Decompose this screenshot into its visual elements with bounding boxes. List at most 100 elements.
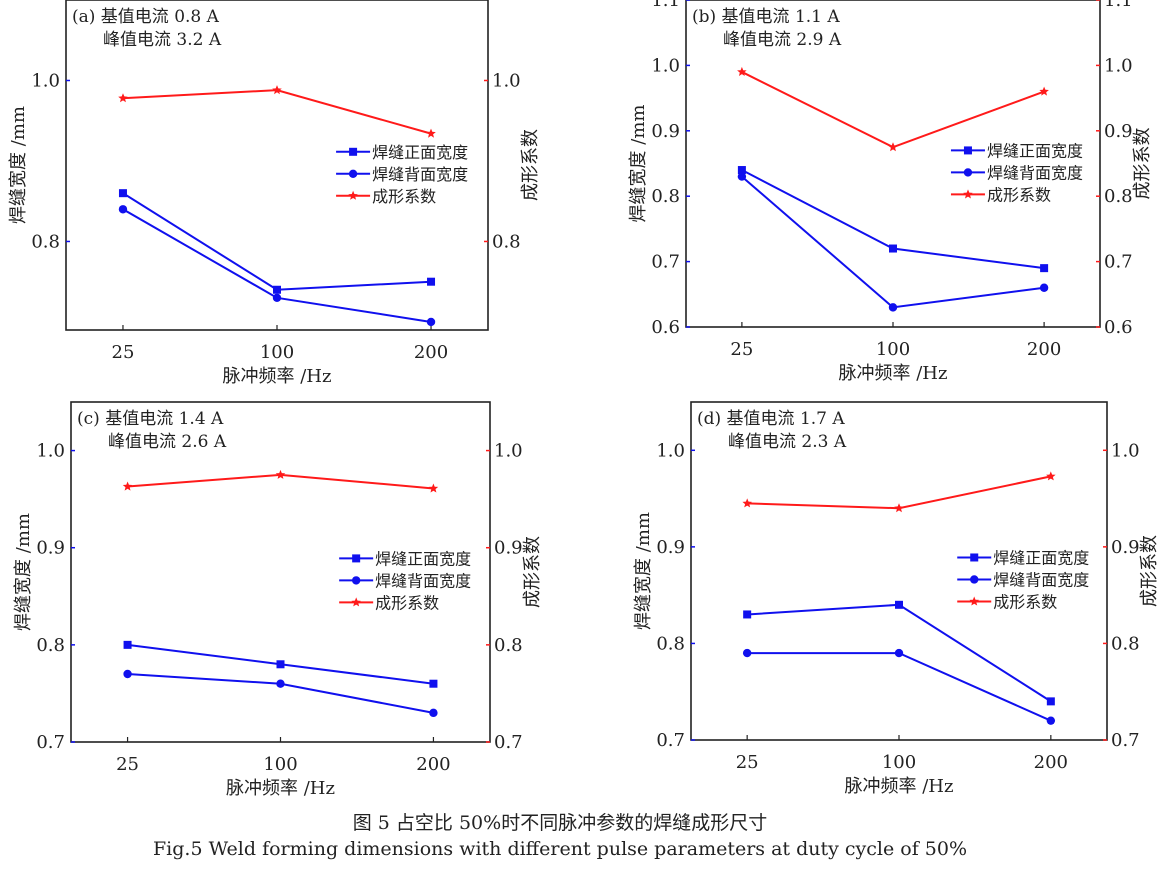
- y2-axis-label: 成形系数: [1139, 535, 1160, 607]
- y-tick-label: 1.0: [651, 55, 680, 76]
- y2-axis-label: 成形系数: [520, 129, 541, 201]
- legend-entry: 焊缝背面宽度: [993, 570, 1089, 589]
- x-tick-label: 25: [730, 339, 753, 360]
- x-tick-label: 100: [260, 342, 294, 363]
- legend-entry: 成形系数: [987, 185, 1051, 204]
- series-line: [122, 192, 432, 291]
- y2-tick-label: 1.0: [492, 70, 521, 91]
- marker-square: [273, 285, 281, 294]
- x-tick-label: 200: [1027, 339, 1061, 360]
- marker-square: [1040, 264, 1049, 273]
- legend-entry: 焊缝正面宽度: [987, 141, 1083, 160]
- marker-star: [894, 503, 904, 513]
- marker-star: [122, 481, 133, 491]
- y-axis-label: 焊缝宽度 /mm: [633, 512, 654, 630]
- y2-tick-label: 0.9: [1111, 537, 1140, 558]
- panel-label: (d) 基值电流 1.7 A: [697, 409, 845, 429]
- caption-zh: 图 5 占空比 50%时不同脉冲参数的焊缝成形尺寸: [352, 812, 768, 834]
- x-tick-label: 100: [876, 339, 910, 360]
- series-line: [122, 89, 432, 135]
- marker-star: [428, 483, 439, 493]
- y2-tick-label: 1.0: [1104, 55, 1133, 76]
- panel-annotation: 峰值电流 2.9 A: [723, 30, 842, 50]
- panel-label: (c) 基值电流 1.4 A: [77, 409, 224, 429]
- marker-square: [889, 244, 897, 253]
- y2-tick-label: 0.9: [494, 538, 523, 559]
- x-tick-label: 200: [1034, 752, 1068, 773]
- marker-star: [963, 189, 973, 199]
- x-tick-label: 100: [882, 752, 916, 773]
- panel-annotation: 峰值电流 2.3 A: [728, 432, 847, 452]
- panel-label: (b) 基值电流 1.1 A: [692, 7, 840, 27]
- marker-star: [737, 66, 747, 76]
- legend-entry: 成形系数: [375, 593, 439, 612]
- marker-circle: [742, 648, 752, 658]
- marker-circle: [894, 648, 904, 658]
- marker-circle: [888, 303, 898, 312]
- y2-axis-label: 成形系数: [1132, 128, 1153, 200]
- y2-tick-label: 0.7: [1104, 252, 1133, 273]
- y2-tick-label: 1.1: [1104, 0, 1133, 11]
- marker-square: [352, 554, 361, 563]
- marker-circle: [118, 205, 128, 214]
- marker-star: [1046, 471, 1056, 481]
- y-tick-label: 1.0: [31, 70, 60, 91]
- marker-circle: [429, 708, 438, 718]
- marker-circle: [351, 576, 361, 585]
- marker-square: [737, 166, 746, 175]
- y-tick-label: 0.6: [651, 317, 680, 338]
- marker-circle: [272, 293, 282, 303]
- y-axis-label: 焊缝宽度 /mm: [8, 106, 29, 224]
- marker-square: [349, 147, 358, 156]
- x-tick-label: 100: [263, 754, 297, 775]
- x-axis-label: 脉冲频率 /Hz: [845, 776, 954, 797]
- legend-entry: 焊缝背面宽度: [987, 163, 1083, 182]
- marker-circle: [426, 317, 436, 327]
- marker-star: [272, 85, 282, 95]
- y-tick-label: 0.8: [36, 635, 65, 656]
- marker-star: [969, 596, 979, 606]
- y2-tick-label: 0.8: [1104, 186, 1133, 207]
- y-tick-label: 0.7: [656, 730, 685, 751]
- marker-star: [742, 498, 752, 508]
- y2-tick-label: 0.8: [492, 231, 521, 252]
- marker-square: [276, 660, 285, 669]
- x-axis-label: 脉冲频率 /Hz: [839, 363, 948, 384]
- marker-square: [970, 553, 979, 562]
- y-tick-label: 1.1: [651, 0, 680, 11]
- legend-entry: 焊缝正面宽度: [993, 548, 1089, 567]
- marker-star: [888, 142, 898, 152]
- x-axis-label: 脉冲频率 /Hz: [226, 778, 335, 799]
- legend-entry: 焊缝正面宽度: [375, 549, 471, 568]
- panel-annotation: 峰值电流 2.6 A: [108, 432, 227, 452]
- y2-tick-label: 0.7: [1111, 730, 1140, 751]
- marker-square: [963, 146, 972, 155]
- y2-axis-label: 成形系数: [522, 536, 543, 608]
- y2-tick-label: 0.7: [494, 732, 523, 753]
- marker-circle: [1039, 283, 1049, 292]
- marker-circle: [737, 172, 747, 181]
- y-tick-label: 0.8: [31, 231, 60, 252]
- marker-square: [427, 277, 436, 286]
- series-line: [741, 71, 1045, 149]
- y-tick-label: 0.7: [36, 732, 65, 753]
- marker-star: [118, 93, 128, 103]
- marker-circle: [963, 168, 973, 177]
- y-tick-label: 0.9: [36, 538, 65, 559]
- y2-tick-label: 0.9: [1104, 121, 1133, 142]
- legend-entry: 焊缝背面宽度: [375, 571, 471, 590]
- marker-square: [123, 640, 132, 649]
- x-tick-label: 25: [116, 754, 139, 775]
- x-tick-label: 25: [736, 752, 759, 773]
- y-tick-label: 0.7: [651, 252, 680, 273]
- series-line: [122, 208, 432, 323]
- series-line: [747, 652, 1052, 722]
- legend-entry: 焊缝背面宽度: [372, 165, 468, 184]
- panel-label: (a) 基值电流 0.8 A: [72, 7, 220, 27]
- marker-star: [348, 190, 358, 200]
- y-axis-label: 焊缝宽度 /mm: [628, 105, 649, 223]
- y2-tick-label: 0.6: [1104, 317, 1133, 338]
- marker-star: [275, 469, 286, 479]
- x-axis-label: 脉冲频率 /Hz: [223, 366, 332, 387]
